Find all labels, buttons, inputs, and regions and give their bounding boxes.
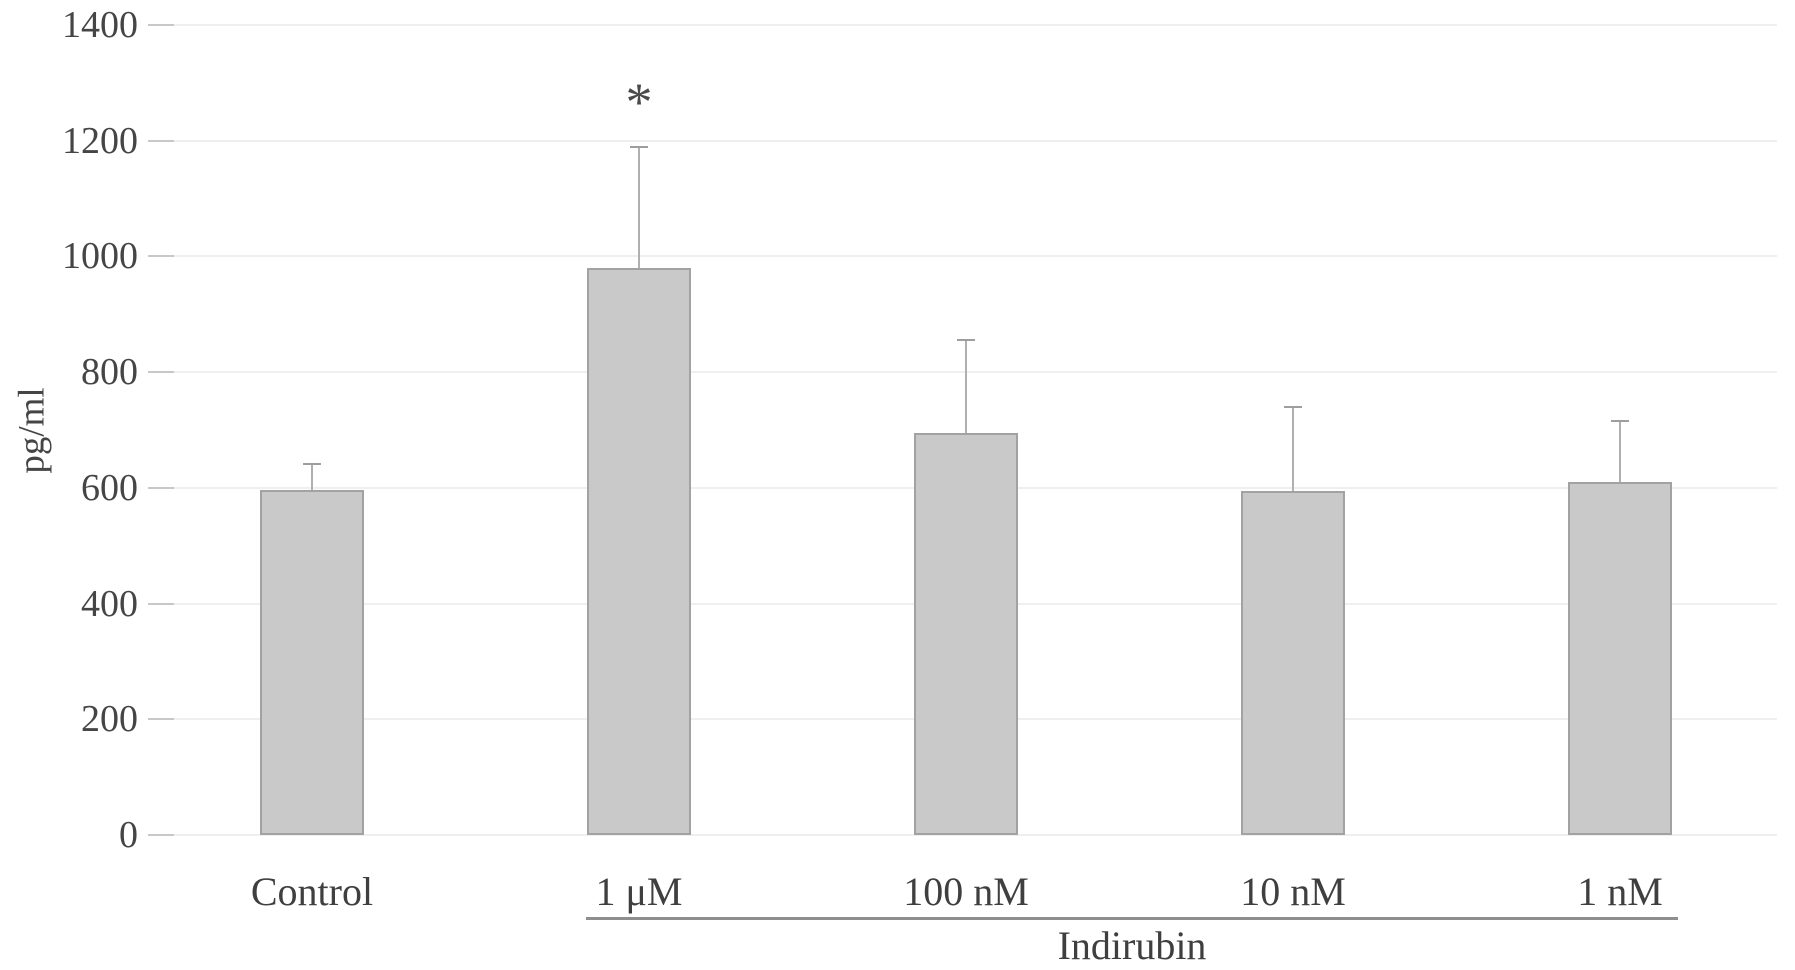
x-axis-category-label: 1 nM [1577,869,1663,914]
bar [914,432,1018,835]
y-tick-mark [148,486,174,489]
error-bar-cap [957,339,975,342]
error-bar-line [311,463,313,490]
y-axis-tick-label: 1400 [62,4,138,46]
y-tick-mark [148,24,174,26]
error-bar-cap [630,145,648,148]
y-tick-mark [148,371,174,374]
y-tick-mark [148,718,174,721]
x-axis-category-label: 1 μM [595,869,683,914]
y-axis-tick-label: 200 [81,698,138,741]
x-axis-category-label: Control [250,869,374,914]
y-axis-tick-label: 800 [81,351,138,394]
y-tick-mark [148,602,174,605]
error-bar-cap [1284,405,1302,408]
bar [587,268,691,835]
y-tick-mark [148,139,174,142]
y-gridline [150,139,1777,142]
y-gridline [150,371,1777,374]
y-axis-title: pg/ml [11,387,53,474]
y-axis-tick-label: 1000 [62,235,138,278]
error-bar-line [1292,406,1294,491]
bar [1568,482,1672,835]
group-underline [586,917,1678,920]
error-bar-line [1619,421,1621,483]
error-bar-cap [303,462,321,465]
y-axis-tick-label: 1200 [62,119,138,162]
y-tick-mark [148,255,174,258]
y-gridline [150,834,1777,836]
y-axis-tick-label: 600 [81,466,138,509]
bar [260,489,364,835]
group-label: Indirubin [1057,923,1207,968]
error-bar-cap [1611,420,1629,423]
y-tick-mark [148,834,174,836]
y-gridline [150,24,1777,26]
error-bar-line [638,146,640,268]
x-axis-category-label: 100 nM [903,869,1029,914]
significance-asterisk: * [625,71,653,132]
y-gridline [150,255,1777,258]
bar [1241,490,1345,835]
x-axis-category-label: 10 nM [1240,869,1346,914]
y-axis-tick-label: 400 [81,582,138,625]
error-bar-line [965,340,967,433]
y-axis-tick-label: 0 [119,814,138,856]
